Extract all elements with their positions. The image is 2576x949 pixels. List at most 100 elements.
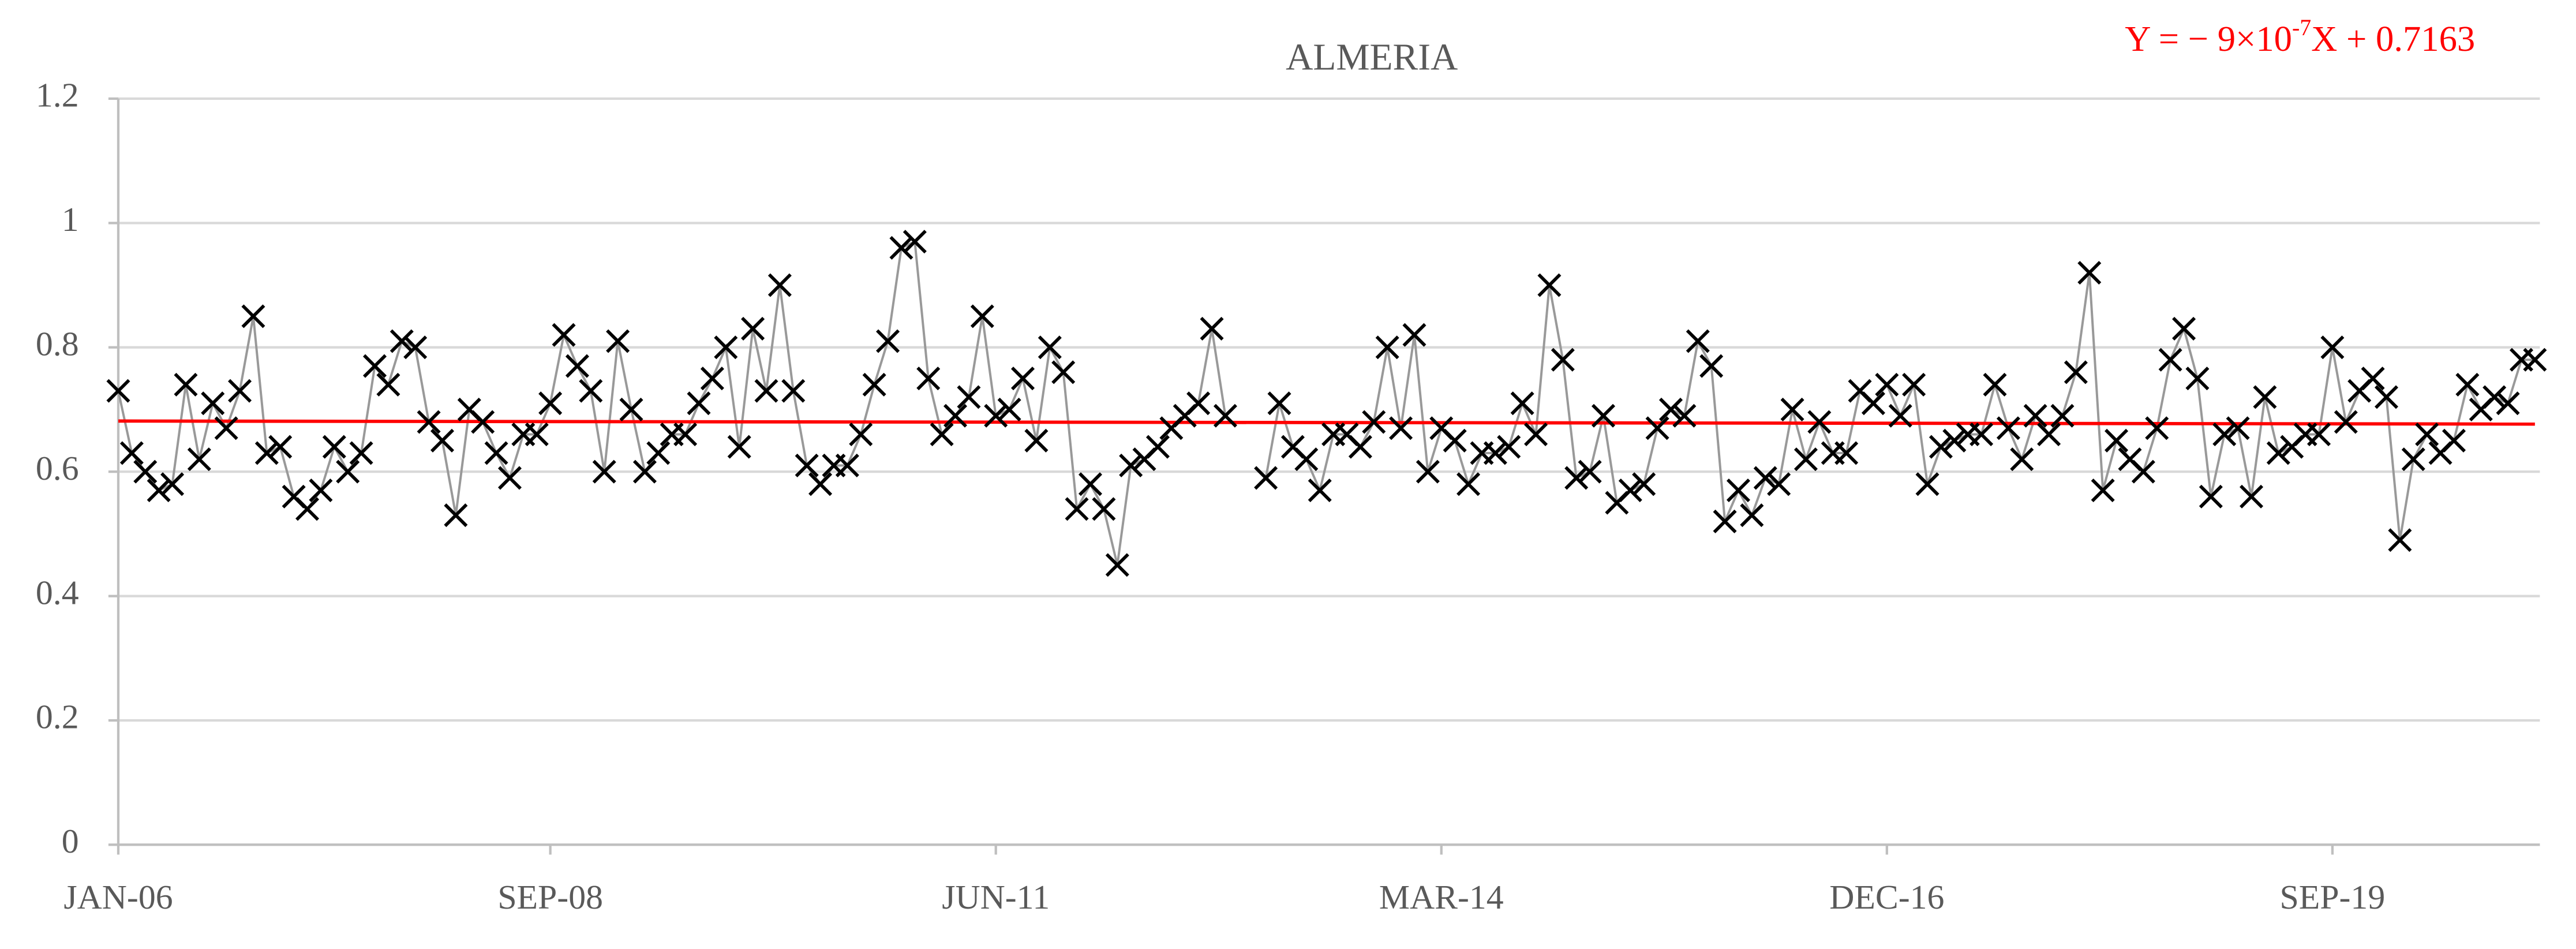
- marker: [781, 379, 806, 403]
- marker: [525, 423, 549, 447]
- chart-title: ALMERIA: [1286, 36, 1458, 78]
- marker: [2037, 423, 2061, 447]
- marker: [1902, 372, 1926, 397]
- marker: [849, 423, 873, 447]
- marker: [2077, 260, 2102, 285]
- marker: [795, 453, 819, 477]
- marker: [1929, 435, 1953, 459]
- marker: [1740, 503, 1764, 528]
- marker: [1618, 478, 1642, 502]
- marker: [1632, 472, 1656, 496]
- marker: [336, 459, 360, 484]
- marker: [1010, 367, 1035, 391]
- y-tick-label: 1.2: [36, 76, 79, 114]
- marker: [1564, 466, 1589, 490]
- marker: [673, 423, 698, 447]
- marker: [687, 391, 711, 416]
- marker: [2023, 403, 2047, 428]
- marker: [160, 472, 185, 496]
- marker: [606, 329, 630, 353]
- marker: [862, 372, 886, 397]
- marker: [1996, 416, 2020, 440]
- marker: [808, 472, 833, 496]
- marker: [646, 441, 671, 465]
- marker: [957, 385, 981, 409]
- marker: [835, 453, 859, 477]
- marker: [1915, 472, 1940, 496]
- marker: [390, 329, 414, 353]
- marker: [1551, 348, 1575, 372]
- marker: [700, 367, 724, 391]
- marker: [1645, 416, 1669, 440]
- marker: [2496, 391, 2520, 416]
- marker: [1443, 428, 1467, 453]
- marker: [174, 372, 198, 397]
- marker: [1024, 428, 1049, 453]
- marker: [714, 335, 738, 360]
- marker: [430, 428, 454, 453]
- marker: [1416, 459, 1440, 484]
- marker: [1119, 453, 1143, 477]
- equation-part: Y = − 9×10: [2125, 18, 2292, 59]
- marker: [1807, 410, 1832, 434]
- marker: [2374, 385, 2398, 409]
- y-tick-label: 0.6: [36, 449, 79, 487]
- marker: [984, 403, 1008, 428]
- marker: [362, 354, 387, 378]
- marker: [2091, 478, 2115, 502]
- marker: [1375, 335, 1399, 360]
- marker: [2266, 441, 2290, 465]
- marker: [2483, 385, 2507, 409]
- marker: [1834, 441, 1859, 465]
- marker: [1362, 410, 1386, 434]
- marker: [2105, 428, 2129, 453]
- y-tick-label: 0: [62, 822, 79, 860]
- marker: [1524, 423, 1548, 447]
- marker: [1038, 335, 1062, 360]
- marker: [970, 304, 994, 328]
- marker: [1402, 323, 1426, 347]
- marker: [1294, 447, 1319, 472]
- marker: [1389, 416, 1413, 440]
- marker: [1888, 403, 1912, 428]
- marker: [1537, 273, 1562, 297]
- marker: [1186, 391, 1211, 416]
- marker: [2131, 459, 2155, 484]
- marker: [2442, 428, 2466, 453]
- marker: [1254, 466, 1278, 490]
- marker: [1078, 472, 1102, 496]
- marker: [1780, 397, 1804, 421]
- marker: [1092, 497, 1116, 521]
- marker: [2320, 335, 2345, 360]
- marker: [889, 236, 913, 260]
- marker: [1726, 478, 1751, 502]
- marker: [1051, 360, 1076, 384]
- marker: [1983, 372, 2007, 397]
- marker: [997, 397, 1021, 421]
- marker: [903, 230, 927, 254]
- marker: [484, 441, 508, 465]
- marker: [565, 354, 589, 378]
- marker: [147, 478, 171, 502]
- y-tick-label: 0.8: [36, 324, 79, 363]
- marker: [1457, 472, 1481, 496]
- marker: [322, 435, 346, 459]
- marker: [943, 403, 968, 428]
- marker: [1267, 391, 1291, 416]
- x-tick-label: SEP-08: [497, 878, 603, 916]
- marker: [106, 379, 130, 403]
- marker: [2415, 423, 2439, 447]
- marker: [1699, 354, 1724, 378]
- marker: [1200, 316, 1224, 341]
- marker: [1483, 441, 1507, 465]
- marker: [741, 316, 765, 341]
- marker: [930, 423, 954, 447]
- x-tick-label: MAR-14: [1379, 878, 1504, 916]
- marker: [754, 379, 778, 403]
- marker: [1213, 403, 1237, 428]
- marker: [619, 397, 643, 421]
- marker: [254, 441, 279, 465]
- marker: [1970, 423, 1994, 447]
- marker: [2361, 367, 2385, 391]
